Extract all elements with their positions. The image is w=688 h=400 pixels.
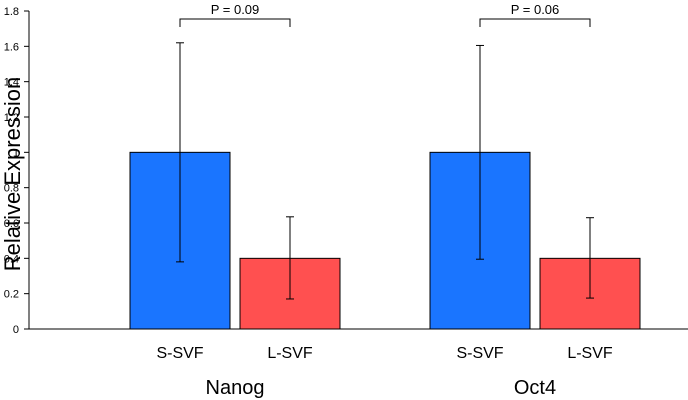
group-label-nanog: Nanog <box>206 377 265 399</box>
y-tick-label: 0.2 <box>4 289 19 301</box>
p-value-label: P = 0.09 <box>211 2 260 17</box>
y-tick-label: 0 <box>13 324 19 336</box>
error-bars-layer <box>176 42 594 300</box>
category-label: S-SVF <box>156 345 203 362</box>
y-tick-label: 1.8 <box>4 6 19 18</box>
p-value-label: P = 0.06 <box>511 2 560 17</box>
category-label: S-SVF <box>456 345 503 362</box>
bars-layer <box>129 151 641 330</box>
y-tick-label: 1.2 <box>4 112 19 124</box>
y-tick-label: 0.4 <box>4 253 19 265</box>
y-tick-label: 0.8 <box>4 183 19 195</box>
category-label: L-SVF <box>567 345 613 362</box>
category-label: L-SVF <box>267 345 313 362</box>
y-tick-label: 1 <box>13 147 19 159</box>
significance-bracket <box>479 18 591 27</box>
significance-layer: P = 0.09 P = 0.06 <box>179 2 591 27</box>
significance-bracket <box>179 18 291 27</box>
y-axis-title: Relative Expression <box>0 77 25 271</box>
y-tick-label: 0.6 <box>4 218 19 230</box>
y-tick-label: 1.6 <box>4 41 19 53</box>
group-label-oct4: Oct4 <box>514 377 556 399</box>
y-ticks: 0 0.2 0.4 0.6 0.8 1 1.2 1.4 1.6 1.8 <box>4 6 29 336</box>
y-tick-label: 1.4 <box>4 77 19 89</box>
